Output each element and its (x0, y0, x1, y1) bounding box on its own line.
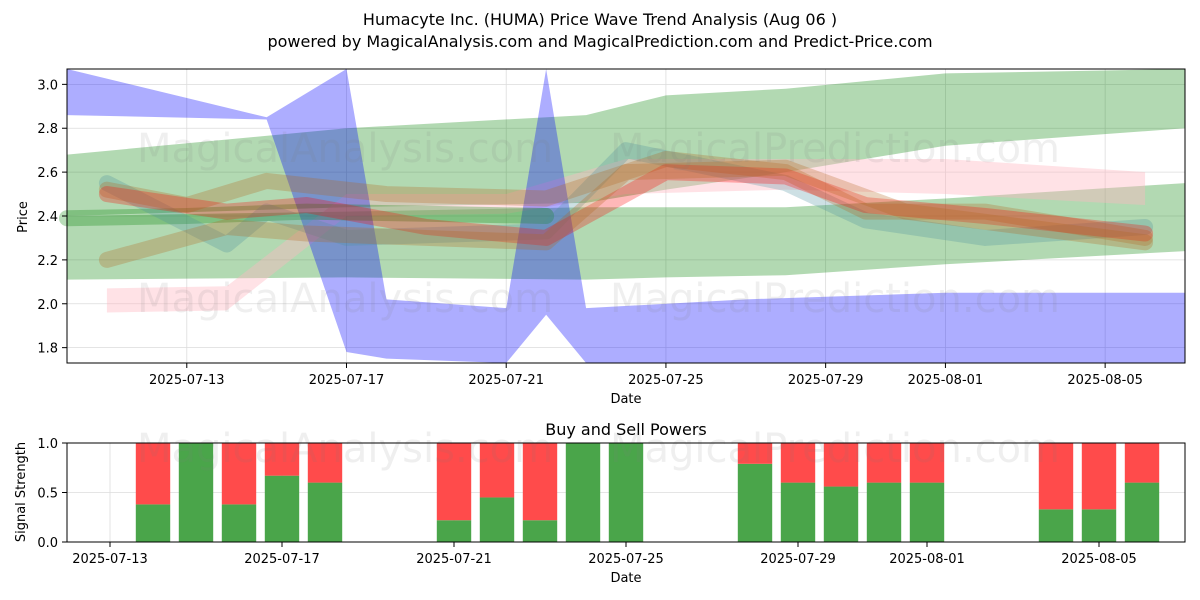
price-orange (98, 150, 1154, 246)
sell-bar-2025-07-31 (866, 443, 902, 483)
price-ytick-label-3: 2.4 (37, 210, 58, 225)
watermark-1: MagicalAnalysis.com (137, 126, 553, 172)
sell-bar-2025-08-04 (1038, 443, 1074, 510)
price-xtick-label-1: 2025-07-17 (309, 373, 385, 388)
signal-xtick-label-2: 2025-07-21 (416, 552, 492, 567)
price-ytick-label-0: 1.8 (37, 342, 58, 357)
watermark-6: MagicalPrediction.com (610, 426, 1060, 472)
sell-bar-2025-08-06 (1124, 443, 1160, 483)
signal-xtick-label-0: 2025-07-13 (72, 552, 148, 567)
buy-bar-2025-07-24 (565, 443, 601, 542)
watermark-4: MagicalPrediction.com (610, 276, 1060, 322)
signal-xtick-label-4: 2025-07-29 (760, 552, 836, 567)
buy-bar-2025-08-01 (909, 482, 945, 542)
price-ytick-label-4: 2.6 (37, 166, 58, 181)
buy-bar-2025-07-22 (479, 497, 515, 542)
sell-bar-2025-07-28 (737, 443, 773, 464)
signal-xtick-label-1: 2025-07-17 (244, 552, 320, 567)
price-xtick-label-3: 2025-07-25 (628, 373, 704, 388)
buy-bar-2025-07-31 (866, 482, 902, 542)
price-xtick-label-4: 2025-07-29 (788, 373, 864, 388)
signal-y-ticks: 0.0 0.5 1.0 (37, 437, 67, 551)
buy-bar-2025-07-14 (135, 504, 171, 542)
buy-bar-2025-07-15 (178, 443, 214, 542)
signal-xtick-label-3: 2025-07-25 (588, 552, 664, 567)
sell-bar-2025-07-29 (780, 443, 816, 483)
chart-title-line2: powered by MagicalAnalysis.com and Magic… (267, 32, 932, 51)
signal-y-label: Signal Strength (14, 442, 29, 542)
sell-bar-2025-07-14 (135, 443, 171, 505)
signal-xtick-label-6: 2025-08-05 (1061, 552, 1137, 567)
buy-bar-2025-07-23 (522, 520, 558, 542)
watermark-5: MagicalAnalysis.com (137, 426, 553, 472)
price-teal (98, 142, 1154, 253)
buy-bar-2025-07-29 (780, 482, 816, 542)
price-y-label: Price (16, 201, 31, 233)
price-xtick-label-5: 2025-08-01 (908, 373, 984, 388)
price-xtick-label-0: 2025-07-13 (149, 373, 225, 388)
price-xtick-label-6: 2025-08-05 (1067, 373, 1143, 388)
price-x-label: Date (610, 392, 641, 407)
signal-title: Buy and Sell Powers (545, 420, 707, 439)
signal-bars (135, 443, 1160, 542)
price-brown (98, 159, 1154, 268)
chart-title-line1: Humacyte Inc. (HUMA) Price Wave Trend An… (363, 10, 837, 29)
buy-bar-2025-08-06 (1124, 482, 1160, 542)
band-green-band-upper (67, 69, 1185, 216)
price-grid (67, 69, 1185, 363)
buy-bar-2025-07-21 (436, 520, 472, 542)
price-ytick-label-6: 3.0 (37, 78, 58, 93)
buy-bar-2025-07-18 (307, 482, 343, 542)
sell-bar-2025-07-22 (479, 443, 515, 498)
sell-bar-2025-08-05 (1081, 443, 1117, 510)
price-bands (67, 69, 1185, 363)
buy-bar-2025-08-04 (1038, 509, 1074, 542)
sell-bar-2025-07-18 (307, 443, 343, 483)
price-ytick-label-2: 2.2 (37, 254, 58, 269)
price-x-ticks: 2025-07-13 2025-07-17 2025-07-21 2025-07-25… (149, 363, 1143, 388)
price-green (59, 203, 555, 227)
price-red (98, 164, 1154, 246)
band-green-band-lower (67, 183, 1185, 280)
signal-plot: Buy and Sell Powers MagicalAnalysis.com … (14, 420, 1186, 586)
band-blue-wave (67, 69, 1185, 363)
price-ytick-label-1: 2.0 (37, 298, 58, 313)
sell-bar-2025-07-23 (522, 443, 558, 521)
buy-bar-2025-07-30 (823, 486, 859, 542)
price-lines (59, 142, 1154, 268)
sell-bar-2025-07-16 (221, 443, 257, 505)
sell-bar-2025-08-01 (909, 443, 945, 483)
signal-xtick-label-5: 2025-08-01 (889, 552, 965, 567)
signal-ytick-label-2: 1.0 (37, 437, 58, 452)
buy-bar-2025-07-28 (737, 463, 773, 542)
price-y-ticks: 1.8 2.0 2.2 2.4 2.6 2.8 3.0 (37, 78, 67, 357)
price-ytick-label-5: 2.8 (37, 122, 58, 137)
sell-bar-2025-07-21 (436, 443, 472, 521)
sell-bar-2025-07-17 (264, 443, 300, 476)
price-xtick-label-2: 2025-07-21 (468, 373, 544, 388)
signal-ytick-label-1: 0.5 (37, 487, 58, 502)
sell-bar-2025-07-30 (823, 443, 859, 487)
price-plot: MagicalAnalysis.com MagicalPrediction.co… (16, 68, 1186, 407)
buy-bar-2025-07-25 (608, 443, 644, 542)
band-pink-band (106, 158, 1146, 313)
signal-x-label: Date (610, 571, 641, 586)
signal-x-ticks: 2025-07-13 2025-07-17 2025-07-21 2025-07-25… (72, 542, 1137, 567)
buy-bar-2025-07-17 (264, 475, 300, 542)
signal-ytick-label-0: 0.0 (37, 536, 58, 551)
buy-bar-2025-08-05 (1081, 509, 1117, 542)
buy-bar-2025-07-16 (221, 504, 257, 542)
watermark-2: MagicalPrediction.com (610, 126, 1060, 172)
watermark-3: MagicalAnalysis.com (137, 276, 553, 322)
